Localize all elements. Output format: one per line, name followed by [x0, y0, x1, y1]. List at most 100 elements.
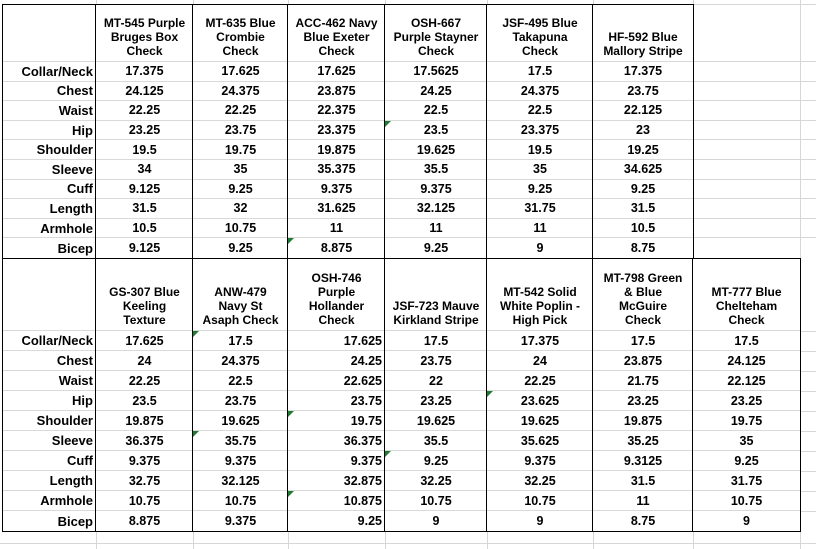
measurement-row-label[interactable]: Length — [49, 473, 93, 488]
measurement-row-label[interactable]: Cuff — [67, 181, 93, 197]
measurement-row-label[interactable]: Hip — [72, 122, 93, 138]
measurement-cell[interactable]: 24.375 — [520, 83, 560, 98]
measurement-cell[interactable]: 9.3125 — [623, 453, 663, 468]
measurement-row-label[interactable]: Collar/Neck — [21, 333, 93, 348]
measurement-row-label[interactable]: Waist — [58, 373, 93, 388]
measurement-cell[interactable]: 24.125 — [727, 353, 766, 368]
measurement-cell[interactable]: 19.875 — [125, 413, 164, 428]
measurement-cell[interactable]: 9.25 — [423, 241, 449, 256]
measurement-cell[interactable]: 9 — [743, 514, 750, 528]
measurement-cell[interactable]: 23.75 — [224, 393, 257, 408]
measurement-cell[interactable]: 21.75 — [627, 373, 659, 388]
measurement-cell[interactable]: 17.375 — [623, 64, 663, 79]
fabric-column-header[interactable]: ANW-479 Navy St Asaph Check — [202, 285, 279, 327]
measurement-cell[interactable]: 22.5 — [527, 103, 553, 118]
measurement-cell[interactable]: 9.25 — [527, 181, 553, 196]
measurement-cell[interactable]: 9.375 — [224, 514, 257, 528]
measurement-cell[interactable]: 31.5 — [132, 201, 157, 216]
measurement-cell[interactable]: 9.25 — [228, 241, 253, 256]
measurement-cell[interactable]: 31.625 — [317, 201, 356, 216]
measurement-cell[interactable]: 23.5 — [385, 120, 487, 140]
fabric-column-header[interactable]: MT-545 Purple Bruges Box Check — [103, 16, 186, 58]
measurement-cell[interactable]: 9.375 — [524, 453, 556, 468]
measurement-cell[interactable]: 19.5 — [132, 142, 157, 157]
measurement-cell[interactable]: 32.125 — [221, 473, 260, 488]
fabric-column-header[interactable]: MT-777 Blue Chelteham Check — [711, 285, 782, 327]
measurement-cell[interactable]: 8.875 — [128, 514, 161, 528]
fabric-column-header[interactable]: GS-307 Blue Keeling Texture — [109, 285, 180, 327]
measurement-cell[interactable]: 24 — [533, 353, 547, 368]
measurement-cell[interactable]: 19.625 — [416, 142, 456, 157]
measurement-cell[interactable]: 19.25 — [627, 142, 659, 157]
measurement-cell[interactable]: 8.75 — [630, 241, 656, 256]
measurement-cell[interactable]: 11 — [429, 221, 443, 236]
measurement-cell[interactable]: 9.375 — [350, 453, 382, 468]
measurement-cell[interactable]: 19.75 — [730, 413, 763, 428]
measurement-cell[interactable]: 17.625 — [343, 333, 382, 348]
measurement-cell[interactable]: 19.875 — [317, 142, 356, 157]
measurement-cell[interactable]: 35 — [739, 433, 754, 448]
fabric-column-header[interactable]: JSF-723 Mauve Kirkland Stripe — [392, 299, 480, 327]
measurement-cell[interactable]: 10.5 — [132, 221, 157, 236]
fabric-column-header[interactable]: MT-542 Solid White Poplin - High Pick — [500, 285, 580, 327]
measurement-row-label[interactable]: Hip — [72, 393, 93, 408]
measurement-cell[interactable]: 23.5 — [132, 393, 157, 408]
measurement-row-label[interactable]: Collar/Neck — [21, 63, 93, 79]
measurement-cell[interactable]: 19.75 — [224, 142, 257, 157]
measurement-cell[interactable]: 22.25 — [128, 373, 161, 388]
measurement-cell[interactable]: 17.5625 — [413, 64, 459, 79]
measurement-cell[interactable]: 17.5 — [734, 333, 759, 348]
measurement-cell[interactable]: 23.375 — [520, 123, 560, 138]
measurement-row-label[interactable]: Chest — [56, 353, 93, 368]
measurement-cell[interactable]: 22.125 — [727, 373, 766, 388]
measurement-row-label[interactable]: Bicep — [57, 240, 93, 256]
measurement-cell[interactable]: 35.5 — [423, 162, 449, 177]
measurement-cell[interactable]: 31.5 — [630, 473, 656, 488]
measurement-cell[interactable]: 24.375 — [221, 83, 260, 98]
measurement-cell[interactable]: 10.75 — [730, 493, 763, 508]
measurement-cell[interactable]: 23.75 — [420, 353, 452, 368]
measurement-cell[interactable]: 22.125 — [623, 103, 663, 118]
measurement-cell[interactable]: 19.625 — [520, 413, 560, 428]
measurement-cell[interactable]: 35.75 — [193, 431, 288, 450]
measurement-cell[interactable]: 24.25 — [350, 353, 382, 368]
fabric-column-header[interactable]: OSH-667 Purple Stayner Check — [393, 16, 479, 58]
fabric-column-header[interactable]: ACC-462 Navy Blue Exeter Check — [295, 16, 378, 58]
measurement-cell[interactable]: 31.75 — [524, 201, 556, 216]
measurement-cell[interactable]: 9.125 — [128, 241, 161, 256]
measurement-cell[interactable]: 24.25 — [420, 83, 452, 98]
fabric-column-header[interactable]: MT-635 Blue Crombie Check — [205, 16, 276, 58]
measurement-cell[interactable]: 11 — [329, 221, 344, 236]
measurement-row-label[interactable]: Length — [49, 200, 93, 216]
measurement-cell[interactable]: 17.625 — [221, 64, 260, 79]
measurement-cell[interactable]: 9.125 — [128, 181, 161, 196]
measurement-cell[interactable]: 17.5 — [527, 64, 553, 79]
measurement-cell[interactable]: 23.25 — [627, 393, 659, 408]
measurement-cell[interactable]: 23.25 — [730, 393, 763, 408]
measurement-cell[interactable]: 17.625 — [317, 64, 356, 79]
fabric-column-header[interactable]: JSF-495 Blue Takapuna Check — [502, 16, 578, 58]
measurement-cell[interactable]: 9.25 — [734, 453, 759, 468]
measurement-cell[interactable]: 19.625 — [416, 413, 456, 428]
measurement-cell[interactable]: 9 — [432, 514, 440, 528]
measurement-cell[interactable]: 24 — [137, 353, 152, 368]
measurement-cell[interactable]: 22.25 — [224, 103, 257, 118]
measurement-cell[interactable]: 31.75 — [730, 473, 763, 488]
measurement-cell[interactable]: 17.5 — [630, 333, 656, 348]
measurement-cell[interactable]: 10.75 — [224, 221, 257, 236]
measurement-cell[interactable]: 9.25 — [228, 181, 253, 196]
measurement-cell[interactable]: 17.5 — [423, 333, 449, 348]
measurement-cell[interactable]: 34.625 — [623, 162, 663, 177]
corner-cell[interactable] — [3, 5, 96, 61]
measurement-cell[interactable]: 9.375 — [128, 453, 161, 468]
measurement-cell[interactable]: 35.25 — [627, 433, 659, 448]
measurement-cell[interactable]: 32.75 — [128, 473, 161, 488]
measurement-cell[interactable]: 36.375 — [125, 433, 164, 448]
measurement-cell[interactable]: 23.75 — [627, 83, 659, 98]
measurement-cell[interactable]: 32 — [233, 201, 248, 216]
measurement-cell[interactable]: 22.5 — [228, 373, 253, 388]
fabric-column-header[interactable]: MT-798 Green & Blue McGuire Check — [603, 271, 683, 327]
measurement-cell[interactable]: 11 — [636, 493, 650, 508]
measurement-cell[interactable]: 24.375 — [221, 353, 260, 368]
measurement-cell[interactable]: 11 — [533, 221, 547, 236]
